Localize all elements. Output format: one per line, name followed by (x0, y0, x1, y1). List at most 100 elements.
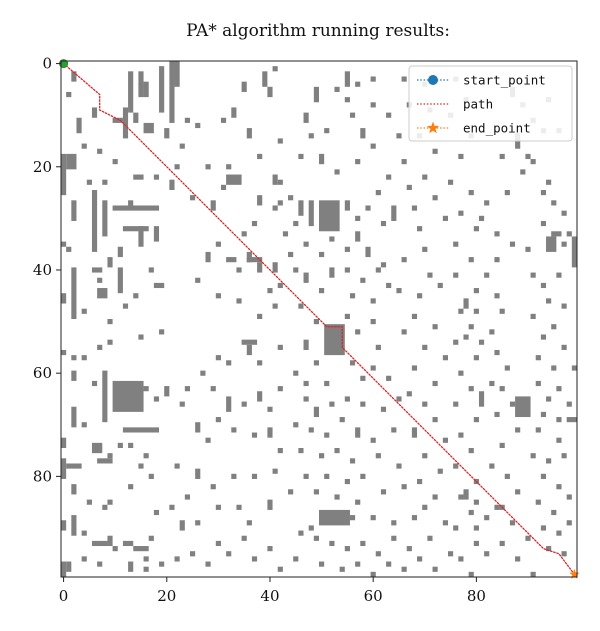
obstacle-cell (195, 122, 201, 129)
obstacle-cell (174, 556, 180, 562)
obstacle-cell (226, 164, 232, 170)
obstacle-cell (71, 355, 77, 361)
obstacle-cell (61, 293, 67, 304)
obstacle-cell (509, 241, 516, 247)
obstacle-cell (298, 448, 304, 454)
obstacle-cell (267, 86, 273, 98)
obstacle-cell (360, 128, 366, 139)
obstacle-cell (61, 349, 67, 356)
obstacle-cell (272, 303, 278, 309)
obstacle-cell (81, 143, 87, 149)
obstacle-cell (473, 308, 479, 314)
obstacle-cell (509, 520, 516, 526)
obstacle-cell (246, 257, 263, 263)
obstacle-cell (453, 401, 459, 407)
obstacle-cell (241, 401, 247, 407)
obstacle-cell (288, 489, 294, 495)
obstacle-cell (556, 417, 562, 423)
obstacle-cell (133, 293, 139, 299)
obstacle-cell (226, 360, 232, 366)
obstacle-cell (411, 205, 418, 211)
obstacle-cell (370, 298, 376, 304)
obstacle-cell (71, 200, 77, 221)
obstacle-cell (499, 153, 505, 160)
obstacle-cell (313, 360, 319, 366)
obstacle-cell (329, 267, 335, 278)
obstacle-cell (277, 138, 283, 144)
obstacle-cell (458, 432, 464, 438)
obstacle-cell (133, 174, 144, 180)
obstacle-cell (478, 215, 485, 221)
obstacle-cell (61, 520, 67, 531)
obstacle-cell (86, 499, 92, 505)
obstacle-cell (288, 251, 294, 258)
obstacle-cell (277, 448, 283, 454)
obstacle-cell (360, 375, 366, 381)
legend-box (408, 65, 573, 142)
obstacle-cell (117, 442, 123, 448)
obstacle-cell (375, 190, 381, 196)
obstacle-cell (215, 355, 221, 361)
obstacle-cell (277, 179, 283, 185)
obstacle-cell (226, 551, 232, 557)
obstacle-cell (319, 288, 325, 294)
obstacle-cell (61, 437, 67, 448)
obstacle-cell (355, 561, 361, 567)
x-axis: 0 20 40 60 80 (59, 577, 486, 605)
end-point-marker (569, 568, 580, 579)
obstacle-cell (442, 520, 448, 526)
obstacle-cell (386, 174, 392, 180)
obstacle-cell (432, 494, 438, 500)
obstacle-cell (169, 61, 175, 123)
obstacle-cell (169, 179, 175, 190)
obstacle-cell (179, 143, 185, 149)
obstacle-cell (386, 282, 392, 289)
obstacle-cell (298, 200, 304, 216)
obstacle-cell (509, 401, 516, 407)
obstacle-cell (107, 535, 113, 547)
obstacle-cell (272, 205, 278, 211)
obstacle-cell (122, 303, 129, 309)
obstacle-cell (257, 262, 263, 273)
obstacle-cell (215, 241, 221, 247)
obstacle-cell (391, 205, 397, 221)
obstacle-cell (478, 391, 485, 407)
obstacle-cell (71, 515, 77, 536)
obstacle-cell (319, 509, 350, 526)
obstacle-cell (453, 525, 459, 531)
obstacle-cell (360, 277, 366, 283)
obstacle-cell (380, 262, 387, 268)
obstacle-cell (484, 515, 490, 521)
obstacle-cell (556, 530, 562, 536)
obstacle-cell (174, 61, 180, 87)
obstacle-cell (138, 226, 144, 247)
obstacle-cell (504, 365, 510, 371)
obstacle-cell (210, 484, 216, 490)
obstacle-cell (143, 566, 149, 572)
obstacle-cell (97, 344, 103, 350)
obstacle-cell (556, 272, 562, 278)
obstacle-cell (246, 344, 252, 356)
obstacle-cell (210, 200, 216, 211)
obstacle-cell (525, 246, 531, 252)
obstacle-cell (375, 344, 381, 350)
obstacle-cell (422, 504, 428, 510)
obstacle-cell (236, 504, 242, 510)
obstacle-cell (411, 365, 418, 371)
obstacle-cell (231, 473, 237, 479)
y-axis: 0 20 40 60 80 (33, 55, 61, 485)
obstacle-cell (293, 370, 299, 376)
obstacle-cell (267, 546, 273, 552)
obstacle-cell (179, 520, 185, 531)
obstacle-cell (386, 561, 392, 567)
obstacle-cell (324, 380, 330, 387)
obstacle-cell (484, 551, 490, 557)
obstacle-cell (355, 159, 361, 165)
obstacle-cell (200, 370, 206, 376)
obstacle-cell (525, 153, 531, 160)
obstacle-cell (215, 417, 221, 423)
x-tick-label: 80 (467, 587, 486, 605)
obstacle-cell (61, 241, 67, 247)
obstacle-cell (561, 241, 567, 247)
obstacle-cell (499, 386, 505, 392)
